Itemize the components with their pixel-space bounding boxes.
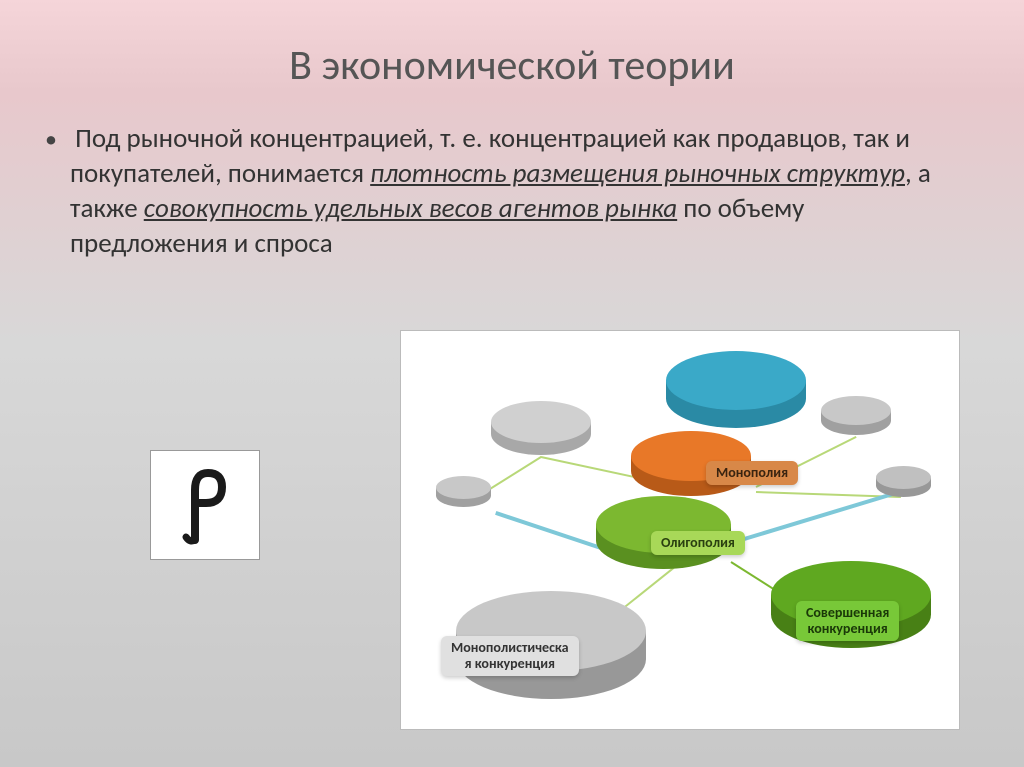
- connector-line: [730, 491, 896, 545]
- bullet-underlined-1: плотность размещения рыночных структур: [370, 157, 905, 190]
- disc: [666, 351, 806, 428]
- disc-label: Олигополия: [651, 531, 745, 555]
- disc-label: Монополия: [706, 461, 798, 485]
- disc: [491, 401, 591, 455]
- market-structures-diagram: Монополия Олигополия Совершенная конкуренц…: [400, 330, 960, 730]
- disc: [821, 396, 891, 435]
- disc: [436, 476, 491, 507]
- rho-symbol-box: [150, 450, 260, 560]
- disc: [876, 466, 931, 497]
- bullet-text: Под рыночной концентрацией, т. е. концен…: [0, 121, 1024, 261]
- disc-label: Монополистическа я конкуренция: [441, 636, 579, 676]
- bullet-underlined-2: совокупность удельных весов агентов рынк…: [144, 192, 677, 225]
- slide-title: В экономической теории: [0, 0, 1024, 121]
- rho-icon: [180, 465, 230, 545]
- connector-line: [495, 511, 601, 550]
- disc-label: Совершенная конкуренция: [796, 601, 899, 641]
